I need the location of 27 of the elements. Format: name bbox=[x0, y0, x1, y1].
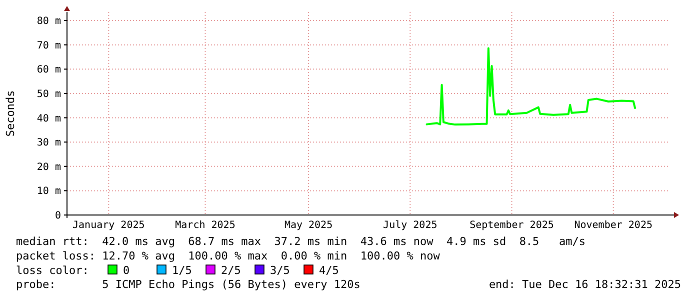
legend-label: 2/5 bbox=[221, 264, 241, 277]
legend-label: 0 bbox=[123, 264, 130, 277]
y-tick-label: 0 bbox=[54, 210, 61, 222]
legend-label: 4/5 bbox=[319, 264, 339, 277]
text: median rtt: 42.0 ms avg 68.7 ms max 37.2 ms min 43.6 ms now 4.9 ms sd 8.5 am/s bbox=[16, 235, 586, 248]
y-tick-label: 20 m bbox=[36, 162, 61, 173]
text: packet loss: 12.70 % avg 100.00 % max 0.00 % min 100.00 % now bbox=[16, 250, 440, 262]
x-tick-label: November 2025 bbox=[574, 220, 653, 231]
y-tick-label: 60 m bbox=[36, 64, 61, 76]
line-series bbox=[426, 47, 636, 126]
y-tick-label: 30 m bbox=[36, 138, 61, 149]
y-tick-label: 80 m bbox=[36, 16, 61, 28]
legend-title: loss color: bbox=[16, 264, 89, 277]
x-tick-label: May 2025 bbox=[284, 220, 333, 231]
x-tick-label: July 2025 bbox=[383, 220, 438, 231]
y-tick-label: 40 m bbox=[36, 113, 61, 124]
text: end: Tue Dec 16 18:32:31 2025 bbox=[488, 278, 681, 291]
y-tick-label: 50 m bbox=[36, 88, 61, 100]
text: probe: 5 ICMP Echo Pings (56 Bytes) every 120s bbox=[16, 278, 360, 291]
y-axis-title: Seconds bbox=[4, 90, 17, 137]
y-tick-label: 10 m bbox=[36, 186, 61, 198]
x-tick-label: September 2025 bbox=[470, 220, 554, 231]
x-tick-label: January 2025 bbox=[72, 220, 145, 231]
legend-label: 1/5 bbox=[172, 264, 192, 277]
y-tick-label: 70 m bbox=[36, 40, 61, 52]
x-tick-label: March 2025 bbox=[175, 220, 236, 231]
legend-label: 3/5 bbox=[270, 264, 290, 277]
